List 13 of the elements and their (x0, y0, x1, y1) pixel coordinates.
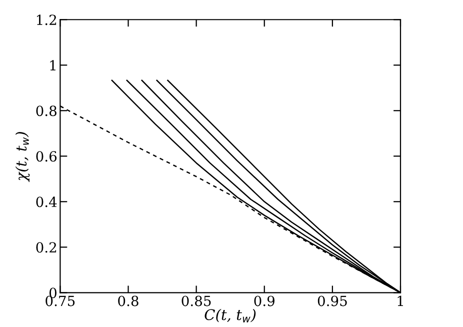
x-tick-label: 0.95 (318, 296, 347, 306)
x-tick-label: 0.8 (118, 296, 138, 306)
x-tick-label: 0.9 (254, 296, 274, 306)
x-axis-title: C(t, t$_{w}$) (204, 308, 256, 322)
x-tick-label: 1 (398, 296, 403, 306)
x-tick-label: 0.85 (182, 296, 211, 306)
y-tick-label: 1 (50, 60, 56, 70)
y-tick-label: 0.6 (36, 151, 57, 162)
y-tick-label: 0.2 (36, 242, 56, 253)
y-tick-label: 1.2 (37, 14, 56, 26)
y-tick-label: 0.4 (36, 196, 57, 208)
y-tick-label: 0.8 (36, 106, 56, 116)
y-axis-title: χ(t, t$_{w}$) (15, 132, 30, 182)
